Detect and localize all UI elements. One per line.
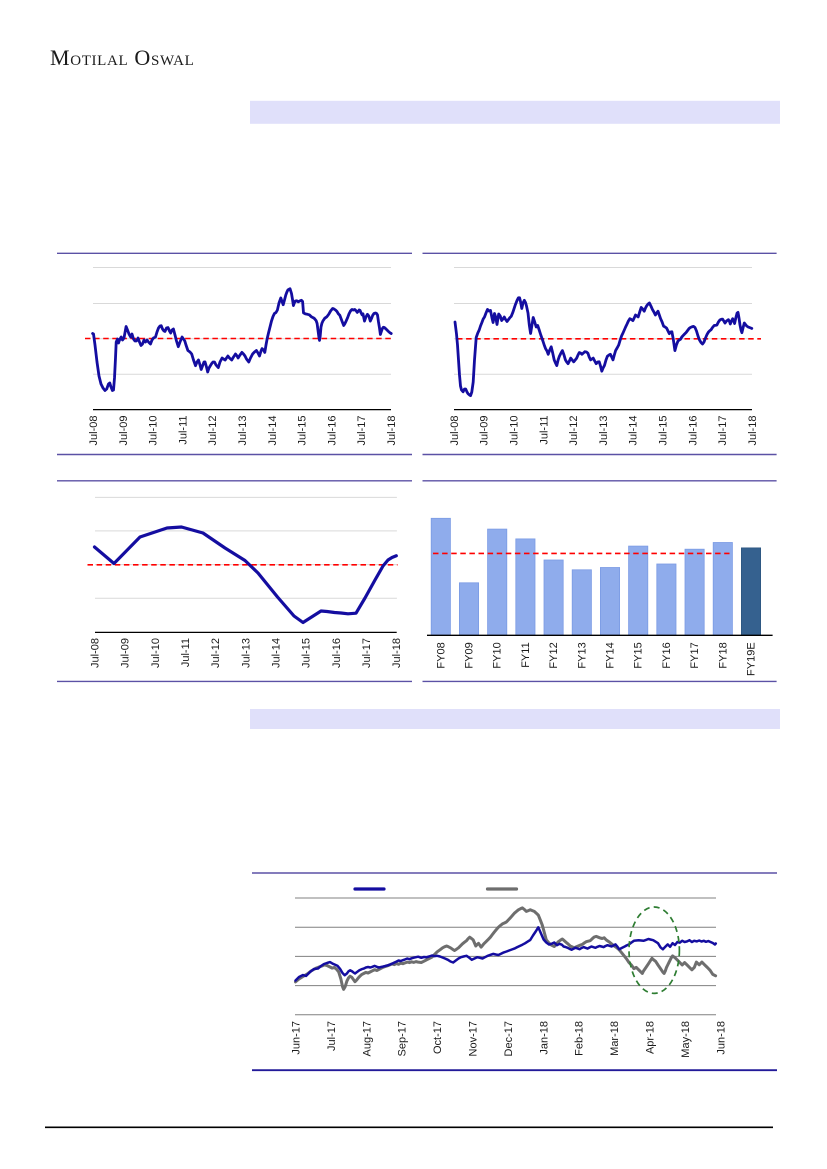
svg-text:Jul-12: Jul-12 — [568, 416, 580, 446]
svg-text:FY09: FY09 — [464, 642, 476, 668]
svg-text:Jul-16: Jul-16 — [687, 416, 699, 446]
svg-text:Jul-12: Jul-12 — [210, 638, 222, 668]
svg-text:Jul-09: Jul-09 — [118, 416, 130, 446]
svg-text:FY14: FY14 — [605, 642, 617, 668]
svg-text:Jul-14: Jul-14 — [271, 638, 283, 668]
svg-text:Jul-09: Jul-09 — [479, 416, 491, 446]
svg-text:Sep-17: Sep-17 — [397, 1021, 409, 1056]
svg-text:Jul-14: Jul-14 — [628, 416, 640, 446]
svg-text:Feb-18: Feb-18 — [574, 1021, 586, 1056]
svg-text:Jul-13: Jul-13 — [240, 638, 252, 668]
svg-text:FY15: FY15 — [633, 642, 645, 668]
svg-text:FY10: FY10 — [492, 642, 504, 668]
svg-text:Jul-13: Jul-13 — [598, 416, 610, 446]
svg-text:Jul-17: Jul-17 — [326, 1021, 338, 1051]
svg-text:Jul-18: Jul-18 — [386, 416, 398, 446]
svg-text:Nov-17: Nov-17 — [468, 1021, 480, 1056]
svg-text:Dec-17: Dec-17 — [503, 1021, 515, 1056]
svg-text:Apr-18: Apr-18 — [645, 1021, 657, 1054]
svg-text:Jul-18: Jul-18 — [391, 638, 403, 668]
svg-text:FY11: FY11 — [520, 642, 532, 667]
svg-text:Jul-11: Jul-11 — [538, 416, 550, 445]
svg-text:Jul-08: Jul-08 — [449, 416, 461, 446]
svg-text:Jun-17: Jun-17 — [291, 1021, 303, 1055]
svg-text:Jul-10: Jul-10 — [148, 416, 160, 446]
svg-text:Jul-17: Jul-17 — [356, 416, 368, 446]
svg-text:Aug-17: Aug-17 — [361, 1021, 373, 1056]
svg-text:Jul-08: Jul-08 — [88, 416, 100, 446]
svg-text:Jul-15: Jul-15 — [301, 638, 313, 668]
svg-text:Jul-13: Jul-13 — [237, 416, 249, 446]
svg-text:Jul-15: Jul-15 — [297, 416, 309, 446]
svg-text:Jul-10: Jul-10 — [150, 638, 162, 668]
svg-text:May-18: May-18 — [680, 1021, 692, 1058]
svg-text:FY12: FY12 — [548, 642, 560, 668]
svg-text:Jul-14: Jul-14 — [267, 416, 279, 446]
svg-text:Jul-09: Jul-09 — [120, 638, 132, 668]
svg-text:Jul-16: Jul-16 — [331, 638, 343, 668]
svg-text:Jul-08: Jul-08 — [90, 638, 102, 668]
svg-text:Jul-15: Jul-15 — [658, 416, 670, 446]
svg-text:FY17: FY17 — [689, 642, 701, 668]
svg-text:Jul-12: Jul-12 — [207, 416, 219, 446]
svg-text:Jan-18: Jan-18 — [538, 1021, 550, 1055]
svg-text:FY08: FY08 — [435, 642, 447, 668]
svg-text:Jul-11: Jul-11 — [180, 638, 192, 667]
svg-text:FY16: FY16 — [661, 642, 673, 668]
svg-text:Jul-18: Jul-18 — [747, 416, 759, 446]
svg-text:Jul-11: Jul-11 — [177, 416, 189, 445]
svg-text:Jul-16: Jul-16 — [326, 416, 338, 446]
svg-text:Jul-17: Jul-17 — [361, 638, 373, 668]
svg-text:Mar-18: Mar-18 — [609, 1021, 621, 1056]
svg-text:FY18: FY18 — [717, 642, 729, 668]
svg-text:Jun-18: Jun-18 — [715, 1021, 727, 1055]
svg-text:FY19E: FY19E — [746, 642, 758, 676]
svg-text:FY13: FY13 — [576, 642, 588, 668]
svg-text:Jul-10: Jul-10 — [508, 416, 520, 446]
svg-text:Jul-17: Jul-17 — [717, 416, 729, 446]
svg-text:Oct-17: Oct-17 — [432, 1021, 444, 1054]
